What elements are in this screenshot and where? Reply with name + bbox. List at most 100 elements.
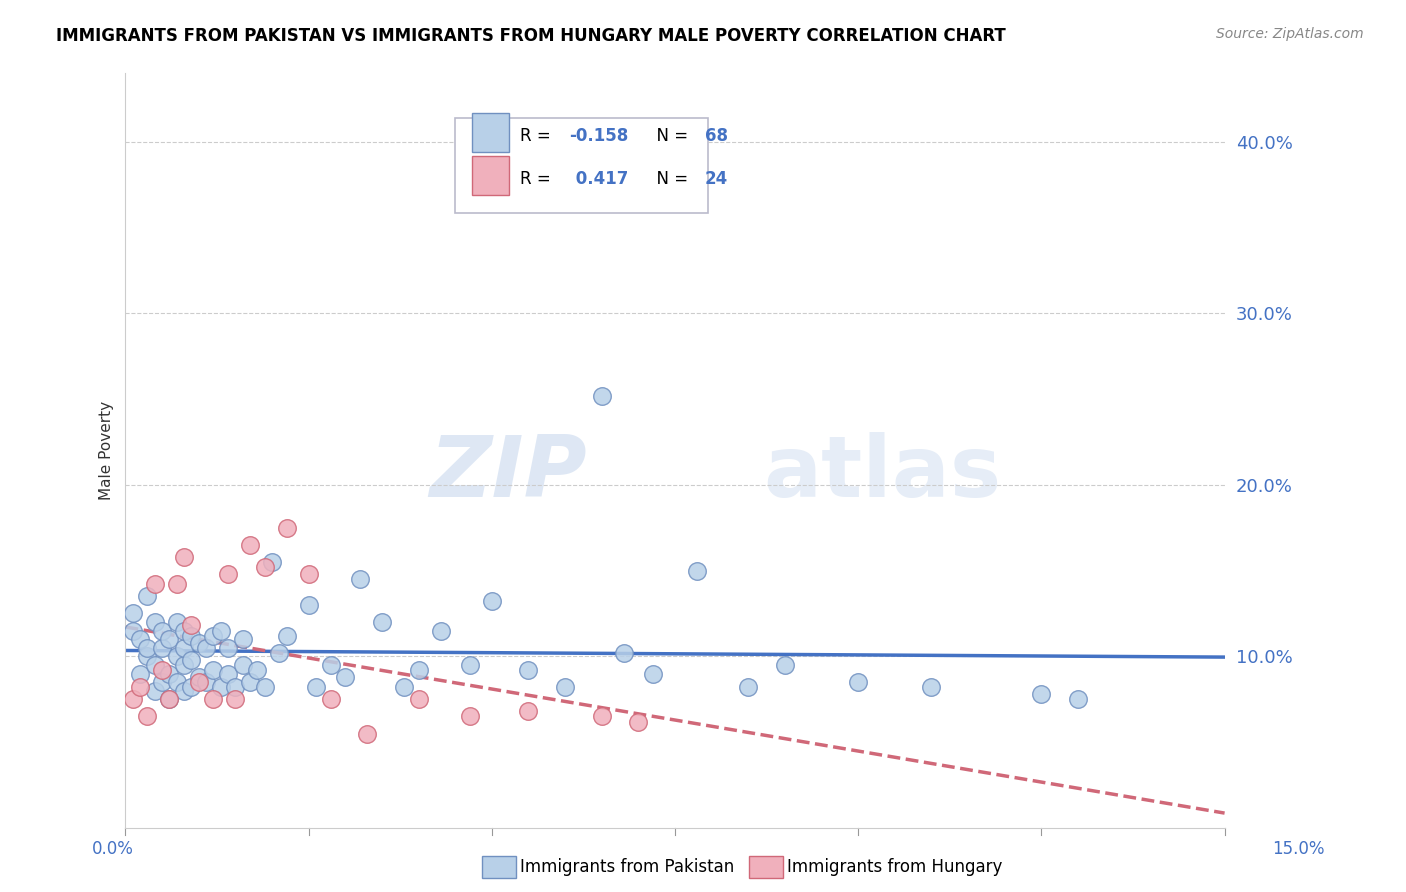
Point [150,675,173,690]
Point [1031,687,1053,701]
Point [150,640,173,655]
Point [356,726,378,740]
FancyBboxPatch shape [471,156,509,195]
Point [159,692,181,706]
Point [202,692,225,706]
Point [173,549,195,564]
Point [195,640,218,655]
FancyBboxPatch shape [471,113,509,153]
Point [1067,692,1090,706]
Point [269,646,291,660]
Point [136,709,159,723]
Text: N =: N = [647,127,693,145]
Point [173,683,195,698]
Point [232,657,254,672]
Text: 0.417: 0.417 [569,169,628,187]
Point [371,615,394,629]
Point [591,709,613,723]
Point [121,692,143,706]
Point [209,680,232,694]
Point [335,670,357,684]
Point [298,598,321,612]
Point [143,683,166,698]
Point [408,692,430,706]
Point [627,714,650,729]
Point [143,657,166,672]
Point [217,566,239,581]
Point [408,663,430,677]
Point [209,624,232,638]
Point [217,640,239,655]
Point [253,680,276,694]
Text: 15.0%: 15.0% [1272,840,1324,858]
Point [686,564,709,578]
Point [554,680,576,694]
Text: Immigrants from Hungary: Immigrants from Hungary [787,858,1002,876]
Point [143,577,166,591]
Point [150,663,173,677]
Point [429,624,451,638]
Point [159,632,181,647]
Point [276,629,298,643]
Text: atlas: atlas [763,432,1001,515]
FancyBboxPatch shape [456,119,709,212]
Text: 24: 24 [704,169,728,187]
Point [187,635,209,649]
Point [319,692,342,706]
Y-axis label: Male Poverty: Male Poverty [100,401,114,500]
Point [202,663,225,677]
Point [136,640,159,655]
Point [180,653,202,667]
Point [187,675,209,690]
Point [166,615,188,629]
Point [246,663,269,677]
Point [217,666,239,681]
Point [481,594,503,608]
Point [136,590,159,604]
Point [305,680,328,694]
Point [517,704,540,718]
Text: R =: R = [520,127,555,145]
Point [319,657,342,672]
Point [195,675,218,690]
Point [129,666,152,681]
Point [239,538,262,552]
Text: Source: ZipAtlas.com: Source: ZipAtlas.com [1216,27,1364,41]
Point [121,624,143,638]
Point [173,640,195,655]
Point [641,666,664,681]
Point [458,709,481,723]
Point [276,521,298,535]
Point [180,680,202,694]
Point [150,624,173,638]
Point [224,692,246,706]
Point [232,632,254,647]
Point [253,560,276,574]
Text: 68: 68 [704,127,728,145]
Point [121,607,143,621]
Point [298,566,321,581]
Text: R =: R = [520,169,555,187]
Point [173,657,195,672]
Point [921,680,943,694]
Point [143,615,166,629]
Text: IMMIGRANTS FROM PAKISTAN VS IMMIGRANTS FROM HUNGARY MALE POVERTY CORRELATION CHA: IMMIGRANTS FROM PAKISTAN VS IMMIGRANTS F… [56,27,1005,45]
Point [166,649,188,664]
Point [159,666,181,681]
Point [846,675,869,690]
Point [202,629,225,643]
Point [349,572,371,586]
Point [166,675,188,690]
Point [173,624,195,638]
Point [187,670,209,684]
Point [136,649,159,664]
Text: 0.0%: 0.0% [91,840,134,858]
Point [392,680,415,694]
Point [613,646,636,660]
Point [260,555,283,569]
Point [224,680,246,694]
Text: -0.158: -0.158 [569,127,628,145]
Point [517,663,540,677]
Point [180,618,202,632]
Point [180,629,202,643]
